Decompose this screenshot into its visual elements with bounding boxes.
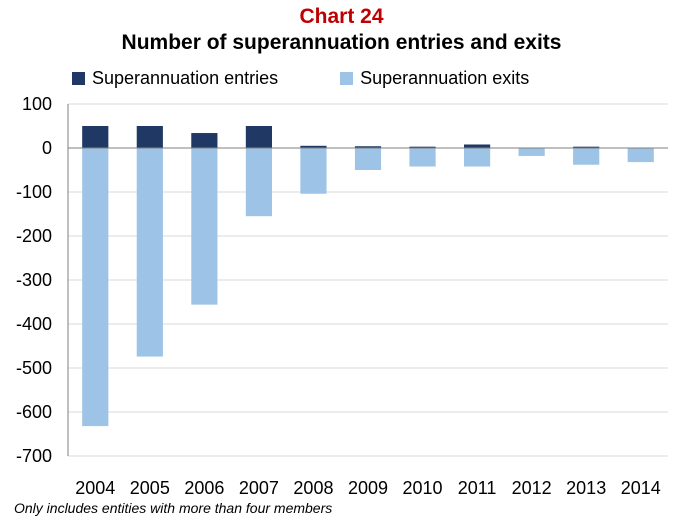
bar-entries <box>354 146 382 148</box>
x-tick-label: 2004 <box>75 478 115 498</box>
legend-swatch-exits <box>340 72 354 85</box>
x-tick-label: 2014 <box>621 478 661 498</box>
bar-exits <box>300 148 327 194</box>
y-tick-label: -700 <box>16 446 52 466</box>
bar-exits <box>464 148 491 167</box>
bar-entries <box>245 126 272 148</box>
bar-entries <box>573 146 600 148</box>
y-tick-label: -600 <box>16 402 52 422</box>
legend-swatch-entries <box>72 72 85 85</box>
x-tick-label: 2007 <box>239 478 279 498</box>
y-tick-label: -200 <box>16 226 52 246</box>
x-tick-label: 2013 <box>566 478 606 498</box>
legend-item-exits: Superannuation exits <box>340 68 529 89</box>
bar-entries <box>82 126 109 148</box>
bar-exits <box>354 148 382 170</box>
bar-exits <box>136 148 163 357</box>
bar-entries <box>464 144 491 148</box>
x-tick-label: 2005 <box>130 478 170 498</box>
y-tick-label: -300 <box>16 270 52 290</box>
bar-exits <box>82 148 109 427</box>
y-tick-label: -500 <box>16 358 52 378</box>
legend-item-entries: Superannuation entries <box>72 68 278 89</box>
chart-label: Chart 24 <box>299 5 384 28</box>
bar-exits <box>518 148 545 156</box>
bar-entries <box>300 145 327 148</box>
legend-label-entries: Superannuation entries <box>92 68 279 88</box>
y-tick-label: 100 <box>22 94 52 114</box>
bar-entries <box>409 146 436 148</box>
legend-label-exits: Superannuation exits <box>360 68 530 88</box>
bar-entries <box>191 133 218 148</box>
x-tick-label: 2011 <box>458 478 497 498</box>
footnote: Only includes entities with more than fo… <box>14 500 333 516</box>
y-tick-label: 0 <box>42 138 52 158</box>
chart-title: Number of superannuation entries and exi… <box>121 31 562 54</box>
bar-entries <box>136 126 163 148</box>
x-tick-label: 2008 <box>293 478 333 498</box>
y-tick-label: -100 <box>16 182 52 202</box>
bar-exits <box>191 148 218 305</box>
x-tick-label: 2010 <box>403 478 443 498</box>
x-tick-label: 2009 <box>348 478 388 498</box>
legend: Superannuation entries Superannuation ex… <box>72 68 591 89</box>
bar-exits <box>409 148 436 167</box>
bar-exits <box>573 148 600 165</box>
x-tick-label: 2006 <box>184 478 224 498</box>
bar-exits <box>627 148 654 163</box>
x-tick-label: 2012 <box>512 478 552 498</box>
bar-exits <box>245 148 272 217</box>
y-tick-label: -400 <box>16 314 52 334</box>
